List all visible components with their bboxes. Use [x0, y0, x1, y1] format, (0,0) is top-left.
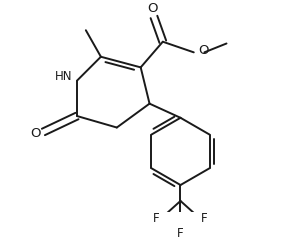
Text: F: F — [201, 212, 208, 225]
Text: O: O — [30, 127, 41, 140]
Text: F: F — [153, 212, 160, 225]
Text: HN: HN — [55, 70, 73, 83]
Text: O: O — [198, 44, 209, 57]
Text: F: F — [177, 227, 184, 238]
Text: O: O — [147, 2, 157, 15]
